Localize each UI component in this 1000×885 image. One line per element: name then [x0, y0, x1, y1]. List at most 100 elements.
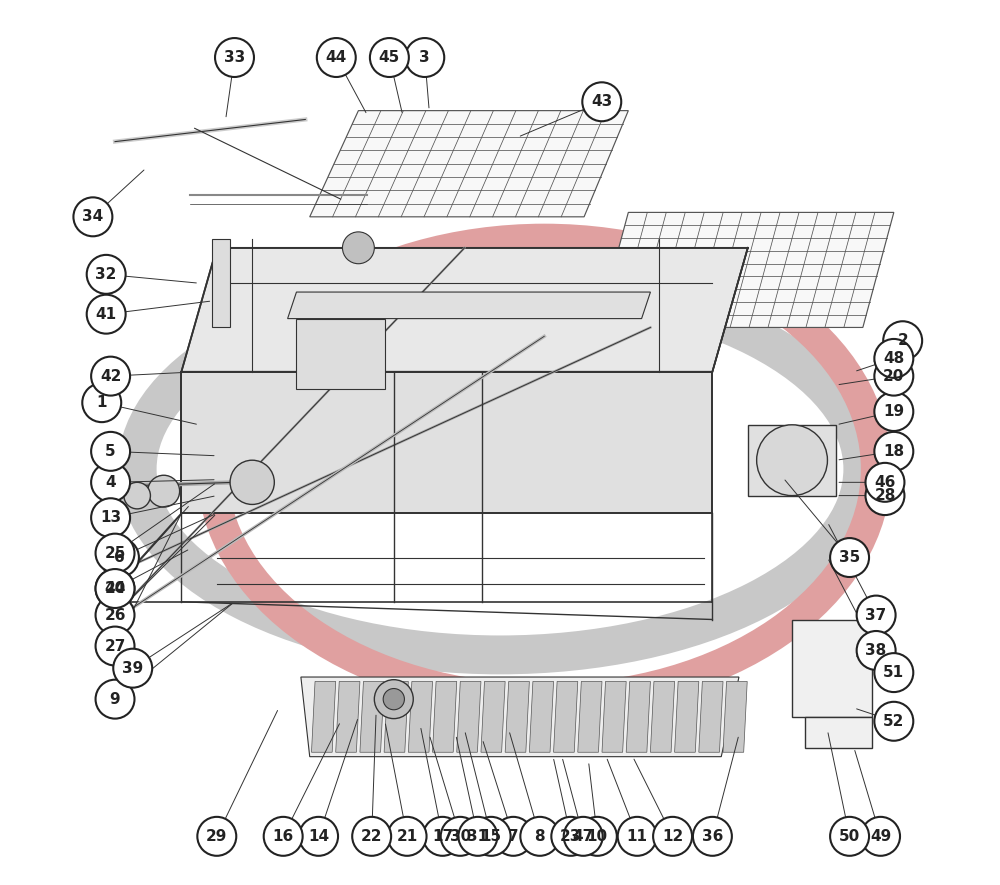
Polygon shape — [481, 681, 505, 752]
Circle shape — [383, 689, 404, 710]
Polygon shape — [336, 681, 360, 752]
Circle shape — [299, 817, 338, 856]
Text: 3: 3 — [419, 50, 430, 65]
Circle shape — [830, 817, 869, 856]
Circle shape — [520, 817, 559, 856]
Circle shape — [653, 817, 692, 856]
Polygon shape — [650, 681, 675, 752]
Circle shape — [87, 255, 126, 294]
Circle shape — [866, 476, 904, 515]
Polygon shape — [311, 681, 336, 752]
Circle shape — [100, 538, 139, 577]
Circle shape — [73, 197, 112, 236]
Text: 8: 8 — [535, 829, 545, 843]
Circle shape — [494, 817, 533, 856]
Polygon shape — [597, 212, 894, 327]
Circle shape — [230, 460, 274, 504]
Text: SPECIALISTS: SPECIALISTS — [351, 474, 649, 517]
Circle shape — [458, 817, 497, 856]
Text: 4: 4 — [105, 475, 116, 489]
Polygon shape — [296, 319, 385, 389]
Circle shape — [264, 817, 303, 856]
Circle shape — [578, 817, 617, 856]
Polygon shape — [748, 425, 836, 496]
Circle shape — [874, 432, 913, 471]
Polygon shape — [360, 681, 384, 752]
Text: 10: 10 — [587, 829, 608, 843]
Circle shape — [564, 817, 603, 856]
Text: 7: 7 — [508, 829, 519, 843]
Text: 20: 20 — [883, 369, 905, 383]
Circle shape — [441, 817, 480, 856]
Polygon shape — [578, 681, 602, 752]
Circle shape — [148, 475, 180, 507]
Circle shape — [91, 498, 130, 537]
Circle shape — [96, 569, 134, 608]
Text: 47: 47 — [573, 829, 594, 843]
Circle shape — [91, 432, 130, 471]
Circle shape — [857, 596, 896, 635]
Text: 19: 19 — [883, 404, 904, 419]
Polygon shape — [301, 677, 739, 757]
Circle shape — [857, 631, 896, 670]
Text: 13: 13 — [100, 511, 121, 525]
Text: 35: 35 — [839, 550, 860, 565]
Polygon shape — [626, 681, 650, 752]
Circle shape — [96, 596, 134, 635]
Text: 29: 29 — [206, 829, 227, 843]
Circle shape — [874, 357, 913, 396]
Circle shape — [618, 817, 657, 856]
Circle shape — [96, 534, 134, 573]
Text: 52: 52 — [883, 714, 905, 728]
Circle shape — [874, 392, 913, 431]
Text: 5: 5 — [105, 444, 116, 458]
Text: 36: 36 — [702, 829, 723, 843]
Circle shape — [423, 817, 462, 856]
Circle shape — [472, 817, 511, 856]
Circle shape — [693, 817, 732, 856]
Circle shape — [866, 463, 904, 502]
Polygon shape — [310, 111, 628, 217]
Text: 42: 42 — [100, 369, 121, 383]
Circle shape — [87, 295, 126, 334]
Circle shape — [82, 383, 121, 422]
Polygon shape — [457, 681, 481, 752]
Circle shape — [124, 482, 150, 509]
Circle shape — [874, 339, 913, 378]
Circle shape — [96, 627, 134, 666]
Text: 39: 39 — [122, 661, 143, 675]
Polygon shape — [723, 681, 747, 752]
Text: 9: 9 — [110, 692, 120, 706]
Circle shape — [113, 649, 152, 688]
Text: EQUIPMENT: EQUIPMENT — [325, 408, 675, 459]
Circle shape — [883, 321, 922, 360]
Text: 33: 33 — [224, 50, 245, 65]
Polygon shape — [675, 681, 699, 752]
Polygon shape — [384, 681, 408, 752]
Text: 17: 17 — [432, 829, 453, 843]
Text: 21: 21 — [396, 829, 418, 843]
Circle shape — [215, 38, 254, 77]
Text: 50: 50 — [839, 829, 860, 843]
Circle shape — [91, 357, 130, 396]
Text: 12: 12 — [662, 829, 683, 843]
FancyBboxPatch shape — [805, 717, 872, 748]
Text: 14: 14 — [308, 829, 329, 843]
Text: 2: 2 — [897, 334, 908, 348]
Text: 43: 43 — [591, 95, 612, 109]
Polygon shape — [181, 372, 712, 513]
Text: 28: 28 — [874, 489, 896, 503]
Circle shape — [374, 680, 413, 719]
Text: 32: 32 — [95, 267, 117, 281]
Text: 48: 48 — [883, 351, 904, 366]
Circle shape — [342, 232, 374, 264]
FancyBboxPatch shape — [792, 620, 872, 717]
Polygon shape — [212, 239, 230, 327]
Text: 46: 46 — [874, 475, 896, 489]
Circle shape — [197, 817, 236, 856]
Circle shape — [874, 653, 913, 692]
Polygon shape — [602, 681, 626, 752]
Circle shape — [96, 569, 134, 608]
Text: 22: 22 — [361, 829, 382, 843]
Circle shape — [874, 702, 913, 741]
